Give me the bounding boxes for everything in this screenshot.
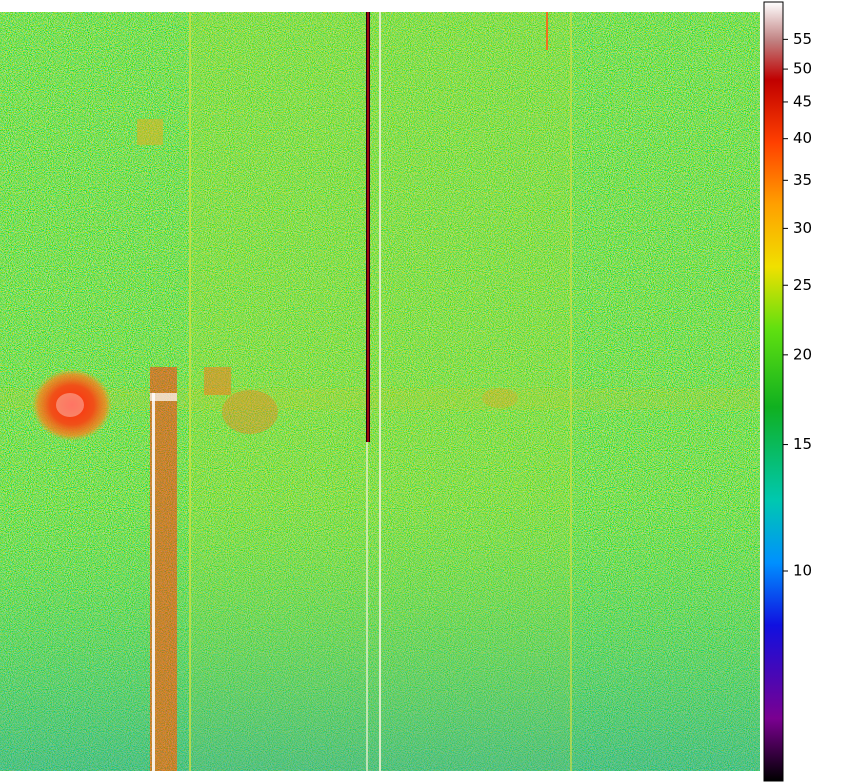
colorbar-tick-label: 45 [793,92,812,110]
colorbar-tick-label: 50 [793,60,812,78]
colorbar [763,1,784,782]
colorbar-tick-label: 30 [793,219,812,237]
colorbar-tick-label: 25 [793,276,812,294]
colorbar-tick-label: 35 [793,171,812,189]
colorbar-tick-label: 20 [793,345,812,363]
colorbar-tick-label: 55 [793,30,812,48]
colorbar-tick-label: 15 [793,435,812,453]
detector-image [0,12,760,771]
colorbar-tick-label: 10 [793,562,812,580]
colorbar-ticks: 10 15 20 25 30 35 40 45 50 55 [783,30,812,580]
colorbar-tick-label: 40 [793,129,812,147]
